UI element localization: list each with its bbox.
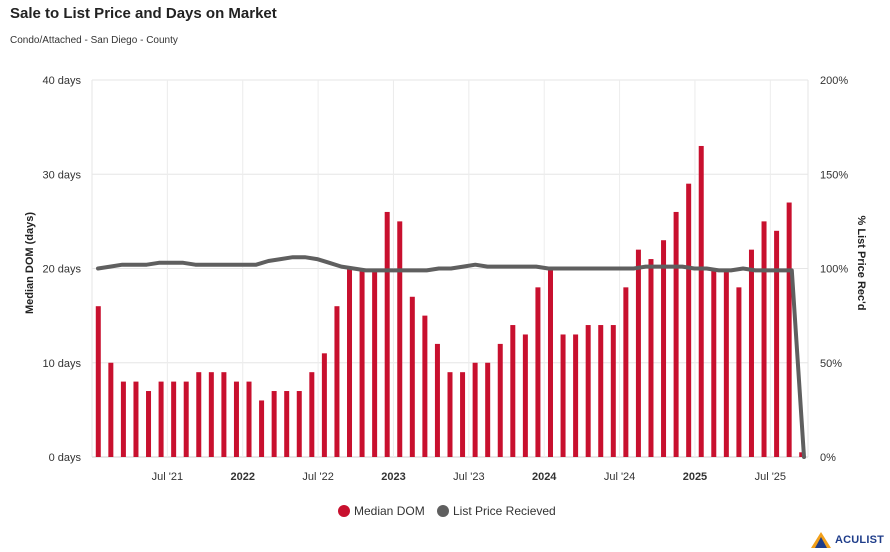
x-tick-label: Jul '24: [604, 471, 635, 483]
bar-median-dom: [686, 183, 692, 458]
right-axis-title: % List Price Rec'd: [855, 216, 867, 311]
bar-median-dom: [485, 362, 491, 457]
bar-median-dom: [133, 381, 139, 457]
right-axis-ticks: 0% 50% 100% 150% 200%: [820, 75, 848, 464]
bar-median-dom: [799, 452, 805, 457]
left-axis-title: Median DOM (days): [24, 212, 36, 314]
left-tick-label: 20 days: [42, 264, 81, 276]
bar-median-dom: [560, 334, 566, 457]
bar-median-dom: [233, 381, 239, 457]
x-tick-label: Jul '22: [302, 471, 333, 483]
bar-median-dom: [497, 343, 503, 457]
right-tick-label: 150%: [820, 169, 848, 181]
bar-median-dom: [573, 334, 579, 457]
bar-median-dom: [736, 287, 742, 457]
right-tick-label: 50%: [820, 358, 842, 370]
bar-median-dom: [196, 372, 202, 457]
bar-median-dom: [296, 391, 302, 457]
brand-logo: ACULIST: [810, 531, 884, 549]
bar-median-dom: [510, 325, 516, 457]
left-tick-label: 30 days: [42, 169, 81, 181]
list-price-line: [96, 255, 806, 459]
legend-label-median-dom: Median DOM: [354, 504, 425, 518]
bar-median-dom: [673, 211, 679, 457]
chart-title: Sale to List Price and Days on Market: [10, 5, 277, 22]
bar-median-dom: [221, 372, 227, 457]
bar-median-dom: [522, 334, 528, 457]
bar-median-dom: [585, 325, 591, 457]
bar-median-dom: [259, 400, 265, 457]
legend-marker-list-price: [437, 505, 449, 517]
bar-median-dom: [460, 372, 466, 457]
bar-median-dom: [698, 145, 704, 457]
right-tick-label: 100%: [820, 264, 848, 276]
chart-legend: Median DOM List Price Recieved: [338, 504, 556, 518]
bar-median-dom: [334, 306, 340, 457]
bar-median-dom: [748, 249, 754, 457]
bar-median-dom: [372, 268, 378, 457]
left-axis-ticks: 0 days 10 days 20 days 30 days 40 days: [42, 75, 81, 464]
bar-median-dom: [610, 325, 616, 457]
bar-median-dom: [309, 372, 315, 457]
bar-median-dom: [648, 259, 654, 457]
bar-median-dom: [635, 249, 641, 457]
x-tick-label: Jul '25: [755, 471, 786, 483]
legend-item-list-price[interactable]: List Price Recieved: [437, 504, 556, 518]
legend-marker-median-dom: [338, 505, 350, 517]
bar-median-dom: [711, 268, 717, 457]
legend-item-median-dom[interactable]: Median DOM: [338, 504, 425, 518]
right-tick-label: 0%: [820, 452, 836, 464]
series-line-list-price: [96, 255, 806, 459]
bar-median-dom: [271, 391, 277, 457]
bar-median-dom: [347, 268, 353, 457]
bar-median-dom: [359, 268, 365, 457]
bar-median-dom: [108, 362, 114, 457]
brand-name: ACULIST: [835, 534, 885, 546]
bar-median-dom: [774, 230, 780, 457]
bar-median-dom: [171, 381, 177, 457]
left-tick-label: 0 days: [49, 452, 82, 464]
bar-median-dom: [384, 211, 390, 457]
x-tick-label: 2023: [381, 471, 405, 483]
bar-median-dom: [661, 240, 667, 457]
bar-median-dom: [723, 268, 729, 457]
bar-median-dom: [397, 221, 403, 457]
bar-median-dom: [422, 315, 428, 457]
legend-label-list-price: List Price Recieved: [453, 504, 556, 518]
left-tick-label: 40 days: [42, 75, 81, 87]
bar-median-dom: [284, 391, 290, 457]
bar-median-dom: [786, 202, 792, 457]
aculist-logo-icon: [811, 532, 831, 548]
bar-median-dom: [208, 372, 214, 457]
chart-subtitle: Condo/Attached - San Diego - County: [10, 35, 178, 46]
x-tick-label: Jul '21: [152, 471, 183, 483]
x-tick-label: 2024: [532, 471, 557, 483]
bar-median-dom: [409, 296, 415, 457]
x-axis-ticks: Jul '21 2022 Jul '22 2023 Jul '23 2024 Jul '24…: [152, 471, 786, 483]
x-tick-label: 2022: [230, 471, 254, 483]
dom-bars: [95, 145, 805, 458]
bar-median-dom: [547, 268, 553, 457]
bar-median-dom: [623, 287, 629, 457]
bar-median-dom: [434, 343, 440, 457]
x-tick-label: Jul '23: [453, 471, 484, 483]
bar-median-dom: [246, 381, 252, 457]
right-tick-label: 200%: [820, 75, 848, 87]
left-tick-label: 10 days: [42, 358, 81, 370]
x-tick-label: 2025: [683, 471, 707, 483]
bar-median-dom: [95, 306, 101, 457]
bar-median-dom: [146, 391, 152, 457]
bar-median-dom: [761, 221, 767, 457]
bar-median-dom: [321, 353, 327, 457]
bar-median-dom: [120, 381, 126, 457]
bar-median-dom: [472, 362, 478, 457]
bar-median-dom: [535, 287, 541, 457]
bar-median-dom: [183, 381, 189, 457]
bar-median-dom: [447, 372, 453, 457]
bar-median-dom: [598, 325, 604, 457]
bar-median-dom: [158, 381, 164, 457]
